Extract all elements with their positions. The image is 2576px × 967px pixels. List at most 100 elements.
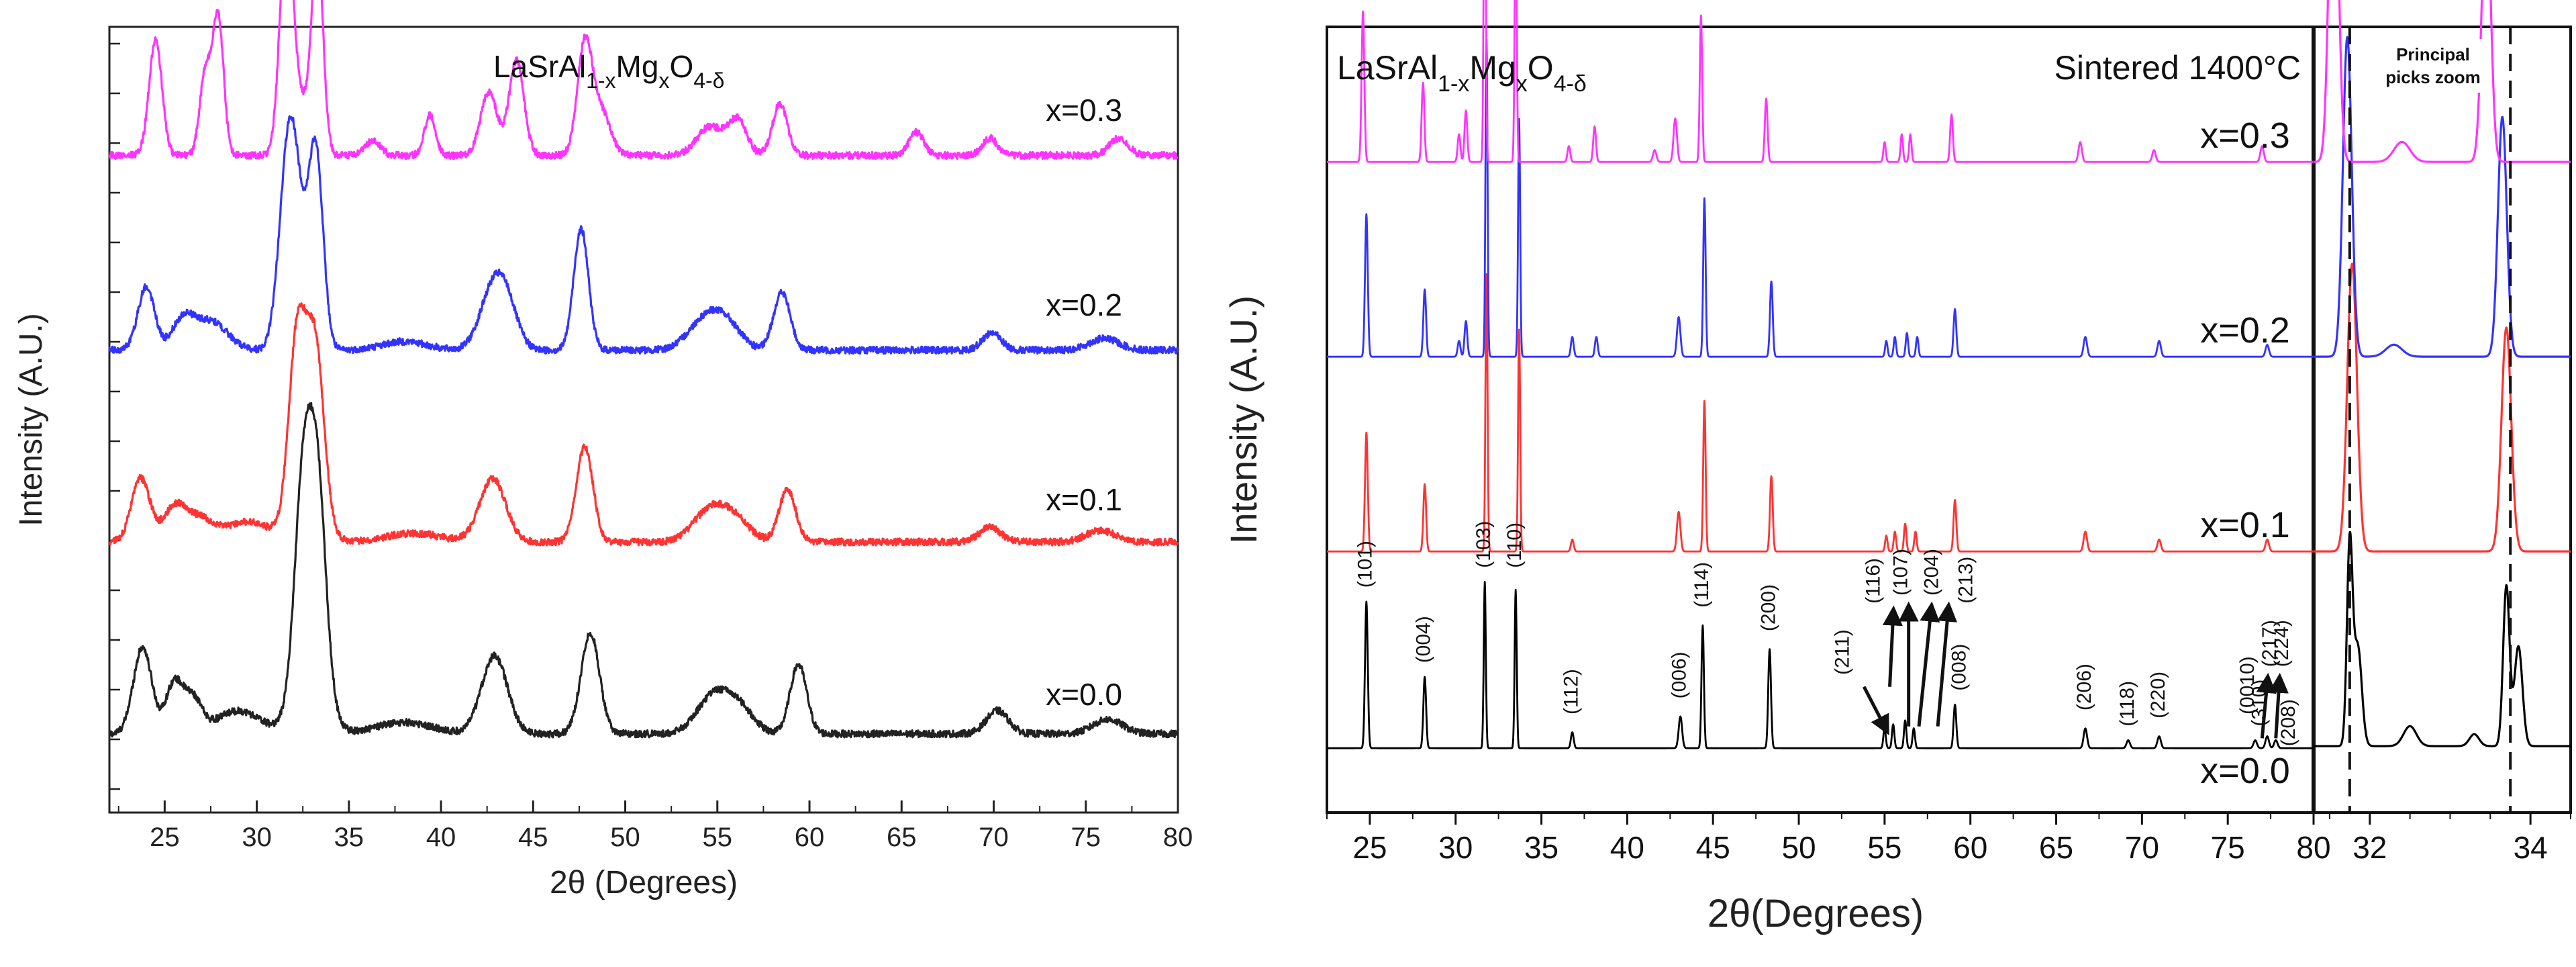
hkl-label: (208): [2277, 699, 2299, 746]
left-y-axis-label: Intensity (A.U.): [13, 313, 49, 526]
zoom-series-x=0.0: [2312, 531, 2572, 747]
zoom-axis-ticks: 32 34: [2328, 813, 2571, 865]
left-series-x=0.3: [108, 0, 1179, 160]
right-title: LaSrAl1-xMgxO4-δ: [1337, 49, 1587, 97]
hkl-arrow: [2256, 672, 2277, 739]
hkl-label: (107): [1889, 549, 1912, 596]
zoom-label-line2: picks zoom: [2385, 67, 2481, 87]
hkl-label: (116): [1862, 558, 1884, 604]
right-x-tick-label: 50: [1781, 830, 1816, 865]
left-x-tick-label: 55: [703, 823, 733, 852]
left-series-group: [108, 0, 1179, 739]
right-x-tick-label: 45: [1696, 830, 1730, 865]
left-x-tick-label: 45: [518, 823, 548, 852]
hkl-arrow: [1936, 601, 1958, 727]
hkl-label: (110): [1503, 522, 1526, 568]
left-series-x=0.2: [108, 115, 1179, 355]
hkl-label: (204): [1920, 549, 1942, 596]
left-plot-frame: [108, 26, 1179, 814]
right-series-group: [1326, 0, 2314, 749]
left-x-tick-label: 65: [887, 823, 917, 852]
zoom-x-tick-label: 32: [2352, 830, 2387, 865]
right-x-axis-label: 2θ(Degrees): [1707, 892, 1924, 935]
zoom-series-x=0.1: [2312, 263, 2572, 553]
left-x-tick-label: 30: [242, 823, 272, 852]
right-x-tick-label: 40: [1610, 830, 1644, 865]
left-axis-ticks: 25 30 35 40 45 50 55 60 65 70 75 80: [109, 42, 1193, 852]
hkl-label: (114): [1691, 562, 1713, 608]
zoom-label-bg: [2376, 39, 2490, 93]
right-series-label: x=0.0: [2200, 751, 2290, 791]
hkl-label: (103): [1473, 521, 1495, 568]
hkl-labels: (101) (004) (103) (110) (112) (006) (114) (200)…: [1354, 521, 2299, 747]
right-series-x=0.2: [1326, 38, 2314, 358]
right-series-label: x=0.1: [2200, 505, 2290, 545]
right-x-tick-label: 25: [1352, 830, 1387, 865]
left-series-label: x=0.0: [1046, 677, 1122, 712]
right-series-x=0.3: [1326, 0, 2314, 163]
right-x-tick-label: 60: [1953, 830, 1987, 865]
hkl-arrows: [1862, 601, 2289, 739]
left-x-tick-label: 25: [150, 823, 180, 852]
zoom-series-x=0.3: [2312, 0, 2572, 163]
right-x-tick-label: 35: [1524, 830, 1558, 865]
right-panel: 25 30 35 40 45 50 55 60 65 70 75 80 32 34 x=0.0 x=0.1…: [1222, 0, 2572, 935]
left-x-tick-label: 80: [1163, 823, 1193, 852]
right-x-tick-label: 80: [2296, 830, 2330, 865]
left-series-label: x=0.3: [1046, 93, 1122, 128]
hkl-arrow: [1862, 686, 1889, 736]
left-x-axis-label: 2θ (Degrees): [550, 865, 738, 901]
right-series-label: x=0.3: [2200, 116, 2290, 156]
right-axis-ticks: 25 30 35 40 45 50 55 60 65 70 75 80: [1326, 813, 2331, 865]
zoom-reference-lines: [2348, 27, 2512, 813]
right-plot-frame: [1326, 26, 2572, 814]
hkl-label: (0010): [2236, 656, 2259, 715]
hkl-label: (118): [2116, 681, 2138, 727]
zoom-series-x=0.2: [2312, 36, 2572, 358]
right-condition-label: Sintered 1400°C: [2054, 49, 2301, 87]
right-annotations: x=0.0 x=0.1 x=0.2 x=0.3: [2200, 116, 2290, 791]
hkl-label: (112): [1561, 669, 1583, 715]
hkl-label: (211): [1831, 629, 1853, 675]
right-x-tick-label: 55: [1867, 830, 1901, 865]
right-series-x=0.0: [1326, 581, 2314, 749]
right-y-axis-label: Intensity (A.U.): [1222, 295, 1265, 544]
left-x-tick-label: 35: [334, 823, 364, 852]
left-x-tick-label: 40: [426, 823, 456, 852]
left-x-tick-label: 60: [795, 823, 825, 852]
right-x-tick-label: 65: [2039, 830, 2073, 865]
hkl-label: (004): [1413, 616, 1435, 663]
left-panel: 25 30 35 40 45 50 55 60 65 70 75 80 x=0.0 x=0.1 x=0.2…: [13, 0, 1193, 901]
hkl-label: (217): [2259, 620, 2281, 667]
hkl-arrow: [2268, 672, 2289, 739]
hkl-label: (006): [1669, 651, 1691, 698]
left-x-tick-label: 75: [1071, 823, 1101, 852]
hkl-label: (220): [2147, 672, 2169, 719]
zoom-x-tick-label: 34: [2514, 830, 2548, 865]
hkl-label: (101): [1354, 541, 1377, 588]
left-x-tick-label: 70: [979, 823, 1009, 852]
zoom-label-line1: Principal: [2396, 44, 2470, 64]
hkl-label: (213): [1955, 557, 1977, 604]
left-series-x=0.0: [108, 402, 1179, 739]
hkl-label: (206): [2073, 663, 2095, 710]
zoom-series-group: [2312, 0, 2572, 747]
right-x-tick-label: 75: [2211, 830, 2245, 865]
right-series-label: x=0.2: [2200, 310, 2290, 351]
left-series-x=0.1: [108, 302, 1179, 547]
right-x-tick-label: 30: [1438, 830, 1473, 865]
hkl-label: (224): [2271, 620, 2293, 667]
left-x-tick-label: 50: [610, 823, 640, 852]
right-series-x=0.1: [1326, 273, 2314, 553]
hkl-label: (008): [1948, 644, 1970, 691]
left-series-label: x=0.1: [1046, 482, 1122, 517]
left-series-label: x=0.2: [1046, 287, 1122, 322]
hkl-arrow: [1882, 605, 1903, 687]
left-annotations: x=0.0 x=0.1 x=0.2 x=0.3: [1046, 93, 1122, 712]
hkl-label: (200): [1758, 584, 1780, 631]
left-title: LaSrAl1-xMgxO4-δ: [493, 49, 724, 93]
right-x-tick-label: 70: [2125, 830, 2159, 865]
hkl-arrow: [1917, 601, 1940, 727]
